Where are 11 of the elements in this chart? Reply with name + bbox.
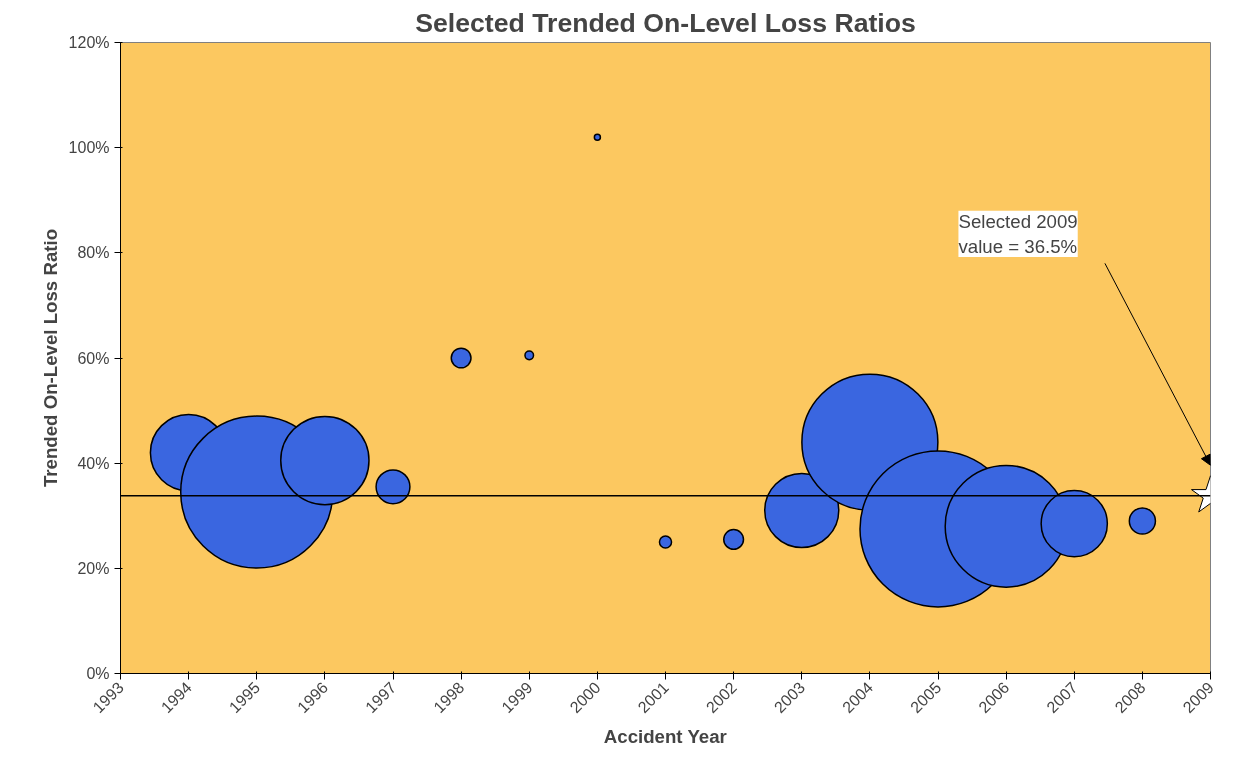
y-tick-label: 100%	[68, 139, 110, 157]
y-axis-title: Trended On-Level Loss Ratio	[39, 228, 61, 488]
y-tick-label: 80%	[77, 244, 110, 262]
chart-title: Selected Trended On-Level Loss Ratios	[415, 7, 916, 38]
y-tick-label: 120%	[68, 34, 110, 51]
y-tick-label: 20%	[77, 559, 110, 577]
x-axis-title: Accident Year	[603, 726, 727, 748]
y-tick-label: 0%	[86, 665, 110, 682]
y-tick-label: 40%	[77, 454, 110, 472]
annotation: Selected 2009 value = 36.5%	[958, 210, 1078, 258]
y-tick-label: 60%	[77, 349, 110, 367]
